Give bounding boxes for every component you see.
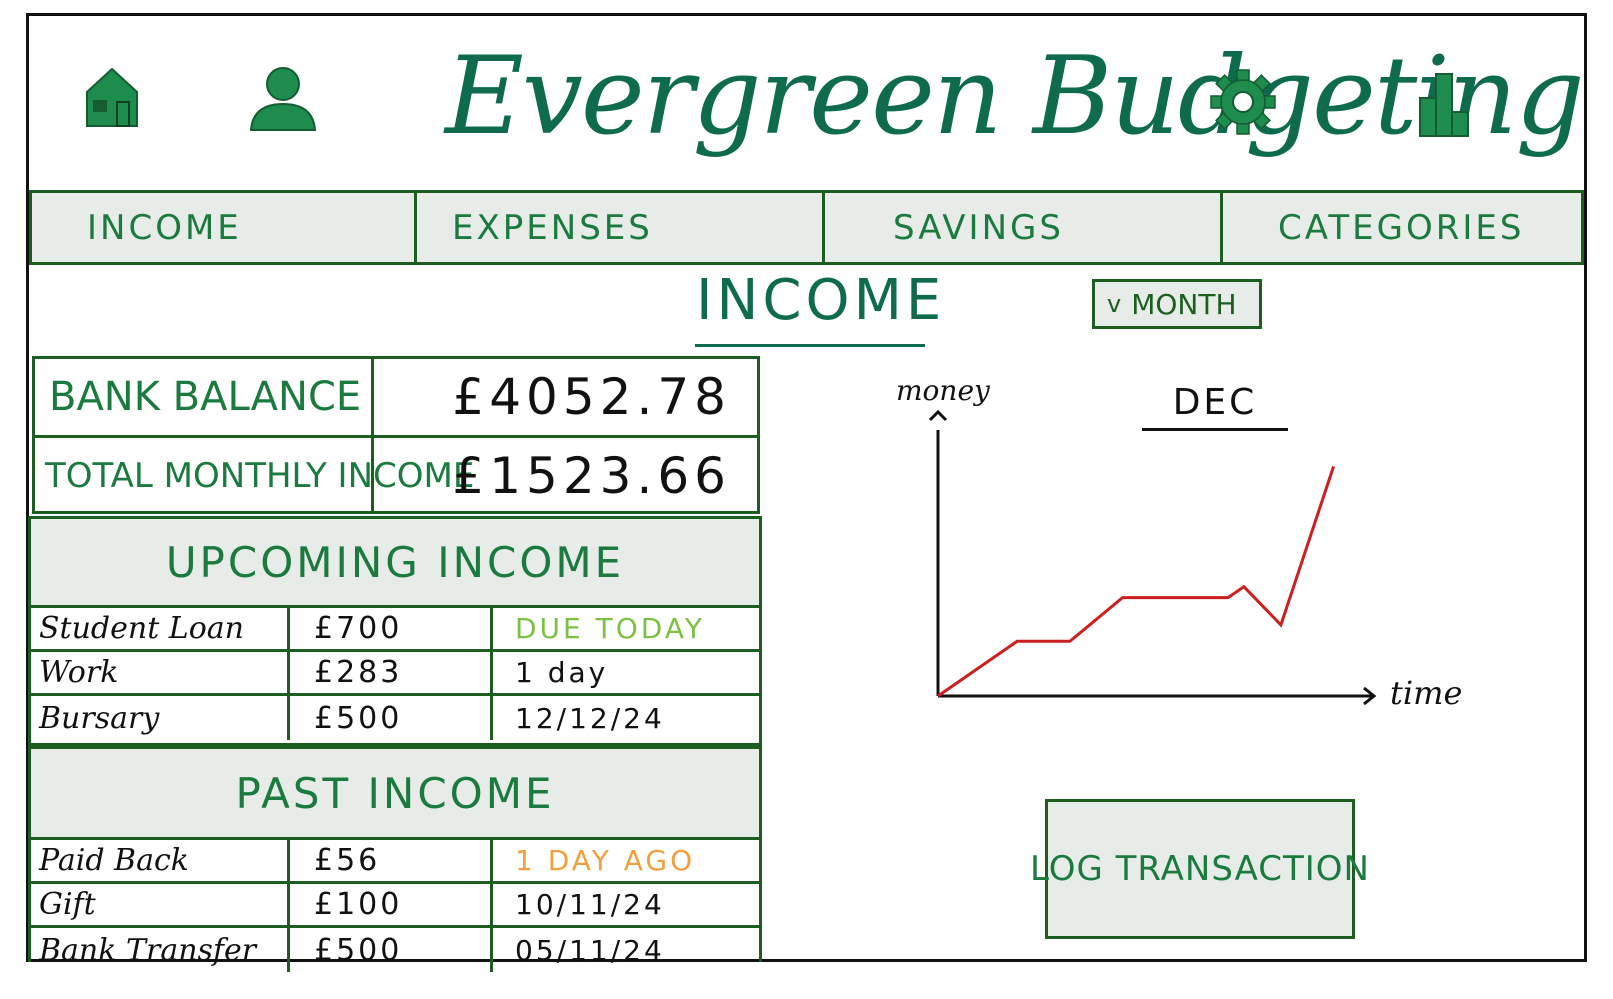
bank-balance-label: BANK BALANCE	[35, 359, 374, 435]
income-name: Work	[31, 652, 290, 693]
gear-icon[interactable]	[1209, 68, 1277, 136]
income-due: DUE TODAY	[515, 612, 705, 645]
income-name: Gift	[31, 884, 290, 925]
income-name: Paid Back	[31, 840, 290, 881]
home-icon[interactable]	[84, 66, 140, 128]
tab-expenses[interactable]: EXPENSES	[417, 193, 825, 262]
income-date: 05/11/24	[515, 933, 665, 967]
list-item[interactable]: Work £283 1 day	[31, 652, 759, 696]
upcoming-income-heading: UPCOMING INCOME	[28, 516, 762, 608]
income-amount: £500	[290, 696, 493, 740]
chart-title: DEC	[1172, 382, 1258, 423]
income-name: Student Loan	[31, 608, 290, 649]
income-due: 12/12/24	[515, 701, 665, 735]
tab-income[interactable]: INCOME	[32, 193, 417, 262]
income-amount: £700	[290, 608, 493, 649]
income-line-chart: money time	[896, 374, 1462, 712]
total-monthly-income-label: TOTAL MONTHLY INCOME	[35, 438, 474, 514]
page-title: INCOME	[696, 268, 946, 333]
list-item[interactable]: Gift £100 10/11/24	[31, 884, 759, 928]
income-amount: £283	[290, 652, 493, 693]
bank-balance-value: £4052.78	[452, 368, 731, 426]
income-name: Bursary	[31, 696, 290, 740]
page-title-underline	[695, 344, 925, 347]
nav-tabs: INCOME EXPENSES SAVINGS CATEGORIES	[29, 190, 1584, 265]
bank-balance-row: BANK BALANCE £4052.78	[35, 359, 757, 438]
x-axis-arrow	[1363, 686, 1377, 706]
tab-categories[interactable]: CATEGORIES	[1278, 207, 1525, 248]
list-item[interactable]: Student Loan £700 DUE TODAY	[31, 608, 759, 652]
chart-title-underline	[1142, 428, 1288, 431]
income-date: 1 DAY AGO	[515, 844, 696, 877]
balance-summary: BANK BALANCE £4052.78 TOTAL MONTHLY INCO…	[32, 356, 760, 514]
period-dropdown[interactable]: v MONTH	[1092, 279, 1262, 329]
user-icon[interactable]	[248, 66, 318, 132]
income-amount: £100	[290, 884, 493, 925]
income-name: Bank Transfer	[31, 928, 290, 972]
list-item[interactable]: Bank Transfer £500 05/11/24	[31, 928, 759, 972]
log-transaction-button[interactable]: LOG TRANSACTION	[1030, 799, 1369, 939]
chevron-down-icon: v	[1107, 290, 1122, 318]
upcoming-income-list: Student Loan £700 DUE TODAY Work £283 1 …	[28, 608, 762, 746]
income-amount: £500	[290, 928, 493, 972]
total-monthly-income-value: £1523.66	[452, 447, 731, 505]
list-item[interactable]: Bursary £500 12/12/24	[31, 696, 759, 740]
income-date: 10/11/24	[515, 888, 665, 921]
app-title: Evergreen Budgeting	[445, 34, 1585, 159]
income-due: 1 day	[515, 656, 609, 689]
list-item[interactable]: Paid Back £56 1 DAY AGO	[31, 840, 759, 884]
total-monthly-income-row: TOTAL MONTHLY INCOME £1523.66	[35, 438, 757, 514]
x-axis-label: time	[1390, 674, 1462, 712]
past-income-heading: PAST INCOME	[28, 746, 762, 840]
income-series-line	[937, 465, 1336, 698]
tab-savings[interactable]: SAVINGS	[825, 193, 1223, 262]
period-dropdown-value: MONTH	[1131, 287, 1237, 321]
y-axis-label: money	[896, 374, 991, 407]
y-axis-arrow	[928, 409, 948, 422]
past-income-list: Paid Back £56 1 DAY AGO Gift £100 10/11/…	[28, 840, 762, 972]
income-amount: £56	[290, 840, 493, 881]
bar-chart-icon[interactable]	[1418, 72, 1472, 138]
